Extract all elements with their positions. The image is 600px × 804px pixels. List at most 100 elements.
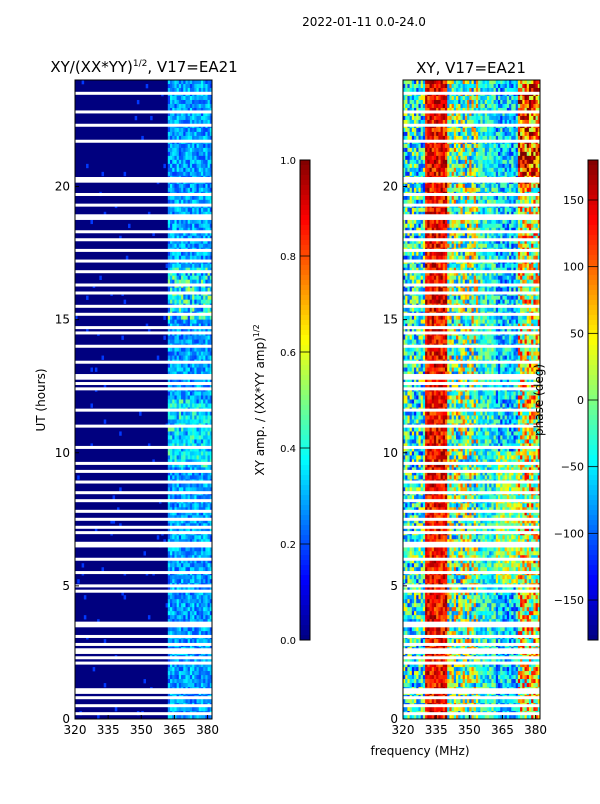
heatmap-cell bbox=[181, 631, 184, 635]
heatmap-cell bbox=[201, 144, 204, 148]
heatmap-cell bbox=[430, 164, 433, 168]
heatmap-cell bbox=[188, 136, 191, 140]
heatmap-cell bbox=[511, 148, 514, 152]
heatmap-cell bbox=[82, 563, 85, 567]
heatmap-cell bbox=[201, 483, 204, 487]
heatmap-cell bbox=[188, 156, 191, 160]
heatmap-cell bbox=[496, 120, 499, 124]
heatmap-cell bbox=[199, 184, 202, 188]
heatmap-cell bbox=[179, 172, 182, 176]
heatmap-cell bbox=[190, 563, 193, 567]
heatmap-cell bbox=[174, 579, 177, 583]
heatmap-cell bbox=[192, 200, 195, 204]
heatmap-cell bbox=[168, 280, 171, 284]
heatmap-cell bbox=[192, 104, 195, 108]
heatmap-cell bbox=[208, 280, 211, 284]
heatmap-cell bbox=[507, 164, 510, 168]
heatmap-cell bbox=[205, 595, 208, 599]
heatmap-cell bbox=[518, 84, 521, 88]
heatmap-cell bbox=[102, 567, 105, 571]
heatmap-cell bbox=[201, 611, 204, 615]
heatmap-cell bbox=[197, 627, 200, 631]
heatmap-cell bbox=[183, 435, 186, 439]
heatmap-cell bbox=[460, 128, 463, 132]
heatmap-cell bbox=[416, 168, 419, 172]
heatmap-cell bbox=[201, 264, 204, 268]
heatmap-cell bbox=[179, 615, 182, 619]
heatmap-cell bbox=[208, 392, 211, 396]
heatmap-cell bbox=[407, 152, 410, 156]
heatmap-cell bbox=[177, 475, 180, 479]
heatmap-cell bbox=[529, 100, 532, 104]
heatmap-cell bbox=[170, 104, 173, 108]
heatmap-cell bbox=[172, 288, 175, 292]
heatmap-cell bbox=[192, 264, 195, 268]
heatmap-cell bbox=[405, 120, 408, 124]
heatmap-cell bbox=[194, 567, 197, 571]
heatmap-cell bbox=[194, 136, 197, 140]
heatmap-cell bbox=[190, 419, 193, 423]
heatmap-cell bbox=[199, 348, 202, 352]
heatmap-cell bbox=[443, 164, 446, 168]
heatmap-cell bbox=[174, 403, 177, 407]
heatmap-cell bbox=[452, 128, 455, 132]
heatmap-cell bbox=[480, 132, 483, 136]
heatmap-cell bbox=[201, 503, 204, 507]
heatmap-cell bbox=[430, 120, 433, 124]
heatmap-cell bbox=[427, 100, 430, 104]
heatmap-cell bbox=[174, 475, 177, 479]
heatmap-cell bbox=[478, 156, 481, 160]
heatmap-cell bbox=[185, 276, 188, 280]
heatmap-cell bbox=[410, 128, 413, 132]
heatmap-cell bbox=[208, 535, 211, 539]
heatmap-cell bbox=[507, 144, 510, 148]
heatmap-cell bbox=[525, 148, 528, 152]
heatmap-cell bbox=[476, 160, 479, 164]
heatmap-cell bbox=[170, 451, 173, 455]
heatmap-cell bbox=[197, 348, 200, 352]
heatmap-cell bbox=[509, 132, 512, 136]
heatmap-cell bbox=[472, 168, 475, 172]
heatmap-cell bbox=[192, 599, 195, 603]
heatmap-cell bbox=[172, 503, 175, 507]
heatmap-cell bbox=[472, 152, 475, 156]
colorbar-segment bbox=[300, 565, 310, 570]
heatmap-cell bbox=[194, 252, 197, 256]
heatmap-cell bbox=[177, 675, 180, 679]
heatmap-cell bbox=[423, 120, 426, 124]
phase-heatmap bbox=[403, 80, 540, 719]
heatmap-cell bbox=[205, 439, 208, 443]
heatmap-cell bbox=[172, 252, 175, 256]
heatmap-cell bbox=[458, 100, 461, 104]
heatmap-cell bbox=[449, 100, 452, 104]
heatmap-cell bbox=[203, 100, 206, 104]
heatmap-cell bbox=[467, 80, 470, 84]
heatmap-cell bbox=[179, 455, 182, 459]
heatmap-cell bbox=[208, 396, 211, 400]
heatmap-cell bbox=[190, 84, 193, 88]
heatmap-cell bbox=[203, 288, 206, 292]
heatmap-cell bbox=[412, 120, 415, 124]
heatmap-cell bbox=[491, 96, 494, 100]
heatmap-cell bbox=[507, 88, 510, 92]
heatmap-cell bbox=[194, 188, 197, 192]
heatmap-cell bbox=[410, 80, 413, 84]
heatmap-cell bbox=[430, 144, 433, 148]
heatmap-cell bbox=[407, 104, 410, 108]
heatmap-cell bbox=[452, 172, 455, 176]
heatmap-cell bbox=[188, 547, 191, 551]
heatmap-cell bbox=[208, 276, 211, 280]
heatmap-cell bbox=[494, 160, 497, 164]
heatmap-cell bbox=[199, 168, 202, 172]
heatmap-cell bbox=[527, 88, 530, 92]
heatmap-cell bbox=[170, 595, 173, 599]
heatmap-cell bbox=[194, 615, 197, 619]
heatmap-cell bbox=[491, 120, 494, 124]
heatmap-cell bbox=[199, 611, 202, 615]
heatmap-cell bbox=[460, 136, 463, 140]
heatmap-cell bbox=[458, 172, 461, 176]
heatmap-cell bbox=[190, 152, 193, 156]
heatmap-cell bbox=[197, 256, 200, 260]
heatmap-cell bbox=[505, 120, 508, 124]
heatmap-cell bbox=[190, 411, 193, 415]
